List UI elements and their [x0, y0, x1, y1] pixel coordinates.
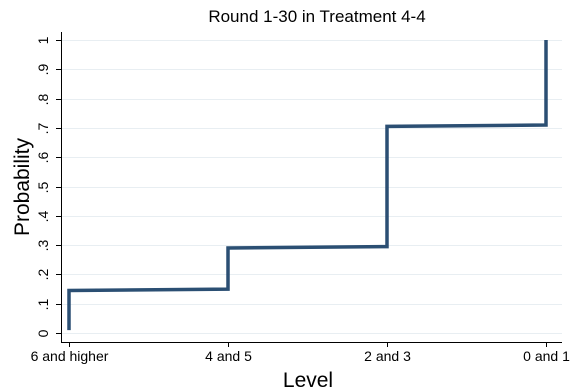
y-axis-title: Probability: [11, 137, 34, 236]
chart-title: Round 1-30 in Treatment 4-4: [208, 7, 425, 26]
y-tick-label: .7: [35, 122, 51, 134]
y-tick-label: 1: [35, 36, 51, 44]
tick-labels: 0 .1 .2 .3 .4 .5 .6 .7 .8 .9 1 6 and higher 4 and 5 2…: [31, 36, 570, 364]
y-tick-label: .1: [35, 298, 51, 310]
x-tick-label: 2 and 3: [364, 348, 411, 364]
y-tick-label: .4: [35, 210, 51, 222]
y-tick-label: .3: [35, 239, 51, 251]
y-tick-label: .9: [35, 63, 51, 75]
x-tick-label: 0 and 1: [523, 348, 570, 364]
axes: [61, 32, 562, 343]
y-tick-label: .8: [35, 93, 51, 105]
y-tick-label: .6: [35, 151, 51, 163]
series-line: [67, 40, 548, 331]
x-axis-title: Level: [283, 369, 333, 392]
grid-lines: [61, 40, 562, 334]
x-tick-label: 4 and 5: [205, 348, 252, 364]
x-tick-label: 6 and higher: [31, 348, 109, 364]
series-layer: [67, 40, 548, 331]
y-tick-label: .5: [35, 181, 51, 193]
y-tick-label: .2: [35, 268, 51, 280]
y-tick-label: 0: [35, 329, 51, 337]
